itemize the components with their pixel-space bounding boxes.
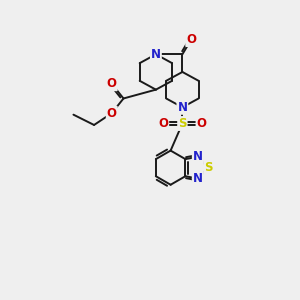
Text: N: N (177, 101, 188, 114)
Text: N: N (151, 48, 161, 61)
Text: O: O (107, 77, 117, 90)
Text: O: O (107, 107, 117, 120)
Text: S: S (204, 161, 213, 174)
Text: O: O (158, 117, 168, 130)
Text: N: N (193, 172, 203, 185)
Text: O: O (186, 33, 196, 46)
Text: O: O (196, 117, 206, 130)
Text: S: S (178, 117, 187, 130)
Text: N: N (193, 150, 203, 163)
